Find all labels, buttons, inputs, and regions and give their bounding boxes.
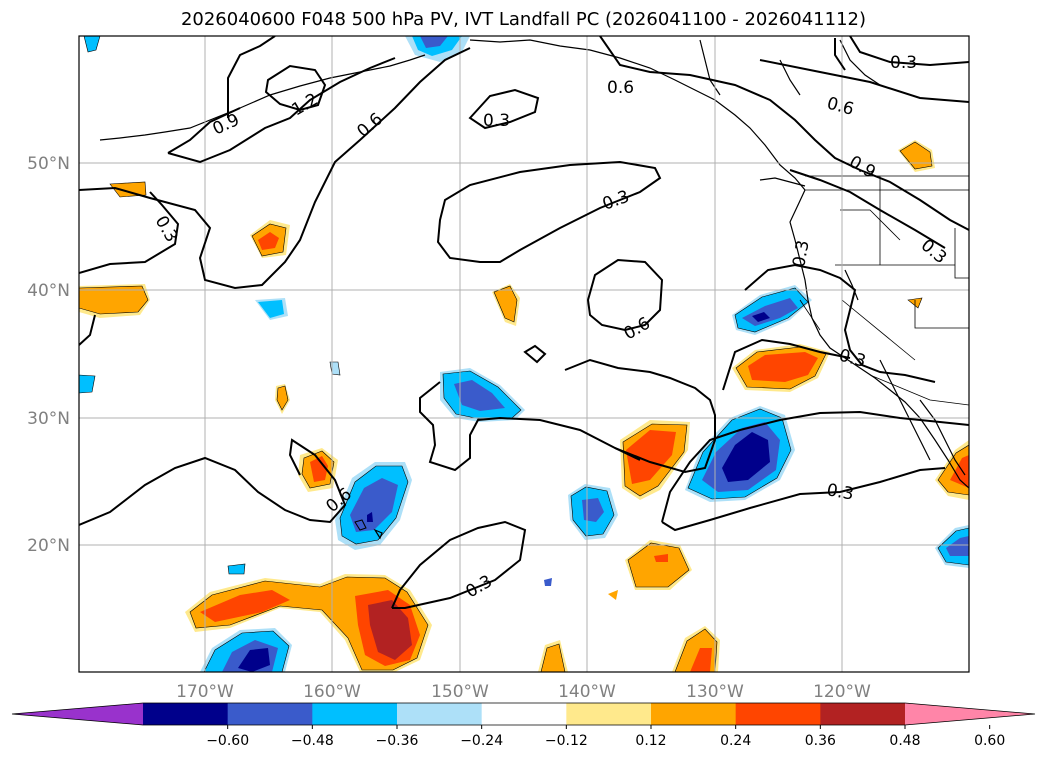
contour-label: 0.3	[890, 53, 917, 73]
lon-label: 120°W	[813, 682, 871, 702]
colorbar-segment	[227, 703, 313, 725]
lat-label: 50°N	[27, 154, 70, 174]
colorbar-tick-label: −0.36	[376, 733, 419, 749]
contour-label: 0.3	[483, 111, 510, 131]
boundaries	[799, 175, 969, 406]
plot-frame	[78, 35, 970, 673]
latitude-labels: 50°N 40°N 30°N 20°N	[27, 154, 70, 556]
colorbar-segment	[312, 703, 398, 725]
colorbar-tick-label: 0.36	[805, 733, 836, 749]
lon-label: 140°W	[558, 682, 616, 702]
colorbar: −0.60 −0.48 −0.36 −0.24 −0.12 0.12 0.24 0.36 0.4…	[11, 702, 1036, 749]
colorbar-tick-label: −0.48	[291, 733, 334, 749]
colorbar-segment	[143, 703, 229, 725]
contour-label: 0.3	[789, 239, 813, 269]
colorbar-outline	[11, 702, 1036, 726]
gridlines	[79, 36, 969, 672]
colorbar-segment	[481, 703, 567, 725]
longitude-labels: 170°W 160°W 150°W 140°W 130°W 120°W	[176, 682, 871, 702]
colorbar-segment	[566, 703, 652, 725]
colorbar-tick-label: 0.60	[974, 733, 1005, 749]
colorbar-tick-label: 0.24	[720, 733, 751, 749]
colorbar-segment	[735, 703, 821, 725]
colorbar-tick-label: −0.12	[545, 733, 588, 749]
colorbar-tick-label: 0.48	[889, 733, 920, 749]
lon-label: 160°W	[303, 682, 361, 702]
lon-label: 170°W	[176, 682, 234, 702]
contour-label: 0.3	[825, 480, 855, 504]
coastlines	[99, 39, 969, 540]
lon-label: 130°W	[686, 682, 744, 702]
map-title: 2026040600 F048 500 hPa PV, IVT Landfall…	[180, 9, 867, 30]
lat-label: 40°N	[27, 281, 70, 301]
colorbar-extend-low	[12, 703, 143, 725]
lon-label: 150°W	[431, 682, 489, 702]
colorbar-segment	[820, 703, 906, 725]
colorbar-segment	[651, 703, 737, 725]
contour-label: 0.6	[607, 78, 634, 98]
plot-area: 0.9 1.2 0.6 0.3 0.6 0.3 0.6 0.9 0.3 0.3 …	[79, 36, 969, 672]
colorbar-extend-high	[905, 703, 1035, 725]
colorbar-tick-label: −0.24	[460, 733, 503, 749]
pv-anomaly-fills	[79, 36, 969, 672]
ivt-contours	[79, 36, 969, 609]
colorbar-tick-label: 0.12	[635, 733, 666, 749]
lat-label: 20°N	[27, 536, 70, 556]
colorbar-tick-label: −0.60	[206, 733, 249, 749]
colorbar-segment	[397, 703, 483, 725]
lat-label: 30°N	[27, 409, 70, 429]
